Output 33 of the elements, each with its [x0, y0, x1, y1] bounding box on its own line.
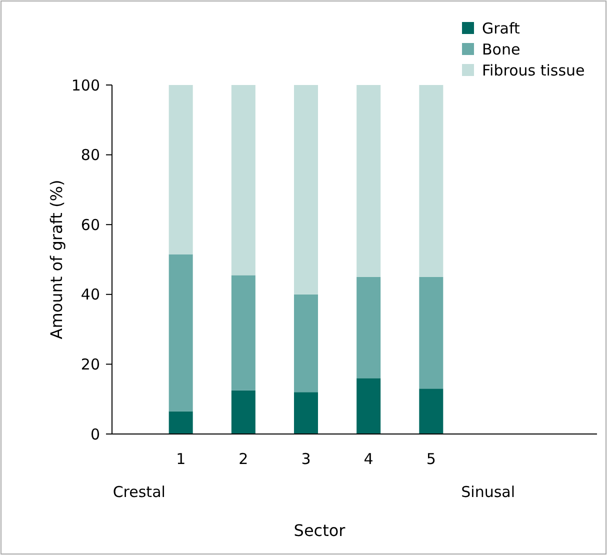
text: Crestal [112, 483, 166, 501]
bar [356, 378, 381, 434]
bar [419, 276, 444, 389]
y-tick-label: 100 [71, 76, 100, 94]
bar [294, 85, 318, 294]
bar [356, 276, 381, 378]
legend-label: Graft [482, 19, 520, 38]
x-tick-label: 2 [238, 450, 248, 468]
y-tick-label: 20 [80, 355, 100, 374]
bar [294, 294, 318, 392]
bar [168, 85, 193, 254]
y-tick-label: 60 [80, 216, 100, 234]
legend-label: Fibrous tissue [482, 61, 585, 80]
bar [168, 411, 193, 434]
x-tick-label: 3 [301, 450, 311, 468]
bar [419, 85, 444, 277]
bar [168, 254, 193, 412]
bar [419, 388, 444, 434]
y-axis-title: Amount of graft (%) [47, 180, 66, 340]
bar [294, 392, 318, 434]
text: Sinusal [461, 483, 516, 501]
x-tick-label: 5 [426, 450, 436, 468]
x-axis-title: Sector [294, 521, 346, 540]
bar [231, 390, 256, 434]
bar [356, 85, 381, 277]
x-tick-label: 4 [364, 450, 374, 468]
legend-label: Bone [482, 40, 520, 58]
x-tick-label: 1 [176, 450, 186, 468]
y-tick-label: 40 [80, 286, 100, 304]
bar [231, 85, 256, 276]
y-tick-label: 80 [80, 146, 100, 164]
y-tick-label: 0 [90, 425, 100, 444]
bar [231, 275, 256, 390]
